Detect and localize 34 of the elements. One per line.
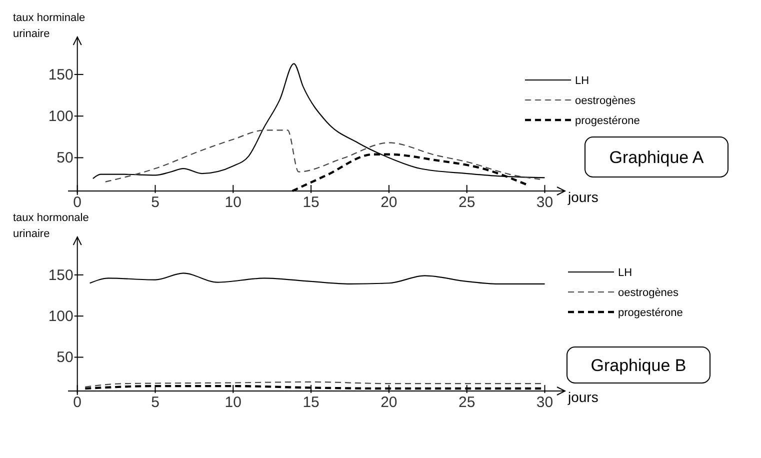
- x-tick-label: 0: [73, 394, 82, 411]
- legend-label: oestrogènes: [618, 287, 680, 299]
- legend-label: progestérone: [575, 115, 640, 127]
- x-tick-label: 5: [151, 394, 160, 411]
- x-tick-label: 20: [380, 194, 398, 211]
- x-tick-label: 25: [458, 394, 476, 411]
- x-axis-title: jours: [567, 189, 598, 205]
- y-tick-label: 100: [48, 308, 74, 326]
- x-tick-label: 5: [151, 194, 160, 211]
- legend-label: oestrogènes: [575, 95, 636, 107]
- y-tick-label: 50: [56, 150, 74, 167]
- x-tick-label: 30: [536, 194, 554, 211]
- y-tick-label: 50: [56, 349, 74, 366]
- x-tick-label: 15: [302, 194, 320, 211]
- y-axis-title: taux horminale urinaire: [13, 12, 86, 40]
- x-tick-label: 20: [380, 394, 398, 411]
- legend-label: LH: [575, 75, 590, 87]
- y-tick-label: 150: [48, 266, 74, 284]
- line-series: [89, 272, 546, 284]
- y-tick-label: 150: [48, 66, 74, 84]
- x-tick-label: 25: [458, 194, 476, 211]
- x-tick-label: 0: [73, 194, 82, 211]
- x-tick-label: 10: [224, 394, 242, 411]
- y-axis-title: taux hormonale urinaire: [13, 212, 89, 240]
- x-tick-label: 10: [224, 194, 242, 211]
- x-tick-label: 30: [536, 394, 554, 411]
- x-tick-label: 15: [302, 394, 320, 411]
- legend-label: LH: [618, 267, 632, 279]
- legend-label: progestérone: [618, 307, 683, 319]
- text: Graphique A: [609, 148, 704, 167]
- text: Graphique B: [590, 356, 686, 375]
- x-axis-title: jours: [567, 389, 598, 405]
- line-series: [104, 130, 541, 182]
- y-tick-label: 100: [48, 108, 74, 126]
